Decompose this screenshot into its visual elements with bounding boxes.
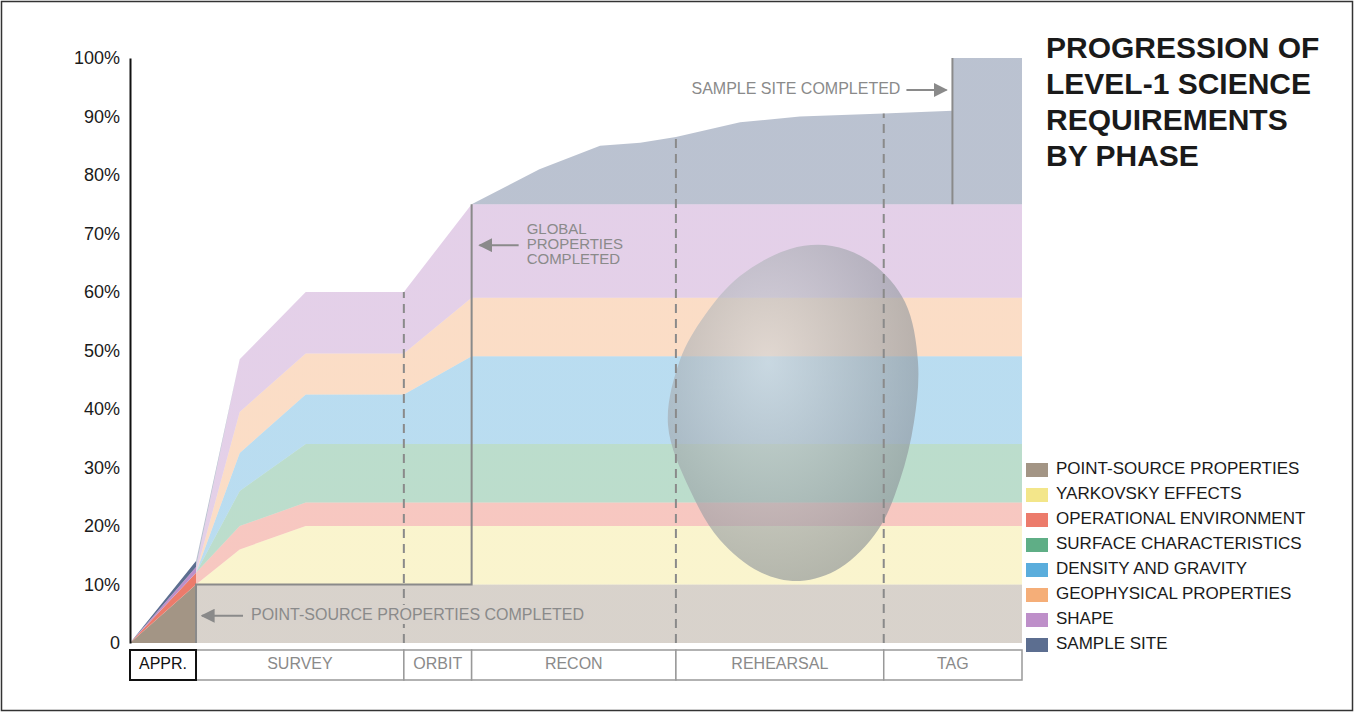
phase-cell — [884, 650, 1022, 680]
legend-swatch — [1026, 538, 1048, 552]
legend-swatch — [1026, 588, 1048, 602]
phase-label: RECON — [545, 655, 603, 672]
legend-swatch — [1026, 563, 1048, 577]
legend-swatch — [1026, 513, 1048, 527]
y-tick-label: 60% — [84, 282, 120, 302]
arrow — [906, 89, 946, 91]
y-tick: 70% — [84, 224, 130, 244]
y-tick: 90% — [84, 107, 130, 127]
chart-root: POINT-SOURCE PROPERTIES COMPLETEDGLOBALP… — [0, 0, 1354, 712]
phase-cell — [196, 650, 404, 680]
bracket — [196, 204, 472, 643]
phase-label: ORBIT — [413, 655, 462, 672]
legend-entry: SURFACE CHARACTERISTICS — [1026, 534, 1302, 553]
y-tick-label: 50% — [84, 341, 120, 361]
legend-swatch — [1026, 638, 1048, 652]
title-line: PROGRESSION OF — [1046, 31, 1319, 64]
phase: TAG — [884, 650, 1022, 680]
phase: REHEARSAL — [676, 650, 884, 680]
annotation: GLOBALPROPERTIESCOMPLETED — [527, 220, 623, 267]
legend: POINT-SOURCE PROPERTIES YARKOVSKY EFFECTS… — [1026, 459, 1305, 653]
area — [130, 503, 1022, 643]
phase-label: SURVEY — [267, 655, 333, 672]
y-tick-label: 20% — [84, 516, 120, 536]
title-line: LEVEL-1 SCIENCE — [1046, 67, 1311, 100]
legend-entry: SHAPE — [1026, 609, 1114, 628]
y-tick: 50% — [84, 341, 130, 361]
y-tick-label: 10% — [84, 575, 120, 595]
y-tick: 0 — [110, 633, 130, 653]
phase-cell — [404, 650, 472, 680]
annotation: SAMPLE SITE COMPLETED — [691, 80, 900, 97]
phase-cell — [676, 650, 884, 680]
y-tick-label: 90% — [84, 107, 120, 127]
legend-label: DENSITY AND GRAVITY — [1056, 559, 1247, 578]
phase: ORBIT — [404, 650, 472, 680]
y-tick: 30% — [84, 458, 130, 478]
phase: SURVEY — [196, 650, 404, 680]
area — [130, 585, 1022, 644]
y-tick-label: 40% — [84, 399, 120, 419]
label-patch — [248, 605, 587, 624]
y-tick-label: 70% — [84, 224, 120, 244]
legend-label: OPERATIONAL ENVIRONMENT — [1056, 509, 1305, 528]
phase-cell — [472, 650, 676, 680]
annotation: POINT-SOURCE PROPERTIES COMPLETED — [251, 606, 584, 623]
y-tick: 40% — [84, 399, 130, 419]
legend-label: SAMPLE SITE — [1056, 634, 1167, 653]
phase-label: APPR. — [139, 655, 187, 672]
phase-label: REHEARSAL — [731, 655, 828, 672]
annotation-line: COMPLETED — [527, 250, 621, 267]
phase-boundary — [883, 114, 885, 643]
asteroid — [668, 245, 919, 581]
phase-boundaries — [404, 114, 884, 643]
phase-axis: SURVEY ORBIT RECON REHEARSAL TAG APPR. — [130, 650, 1022, 680]
legend-swatch — [1026, 488, 1048, 502]
y-tick-label: 30% — [84, 458, 120, 478]
y-tick-label: 80% — [84, 165, 120, 185]
phase: APPR. — [130, 650, 196, 680]
y-tick-label: 0 — [110, 633, 120, 653]
arrow — [202, 615, 243, 617]
arrow — [480, 244, 519, 246]
marker-line — [951, 58, 953, 204]
legend-label: GEOPHYSICAL PROPERTIES — [1056, 584, 1291, 603]
phase-label: TAG — [937, 655, 969, 672]
legend-label: SURFACE CHARACTERISTICS — [1056, 534, 1302, 553]
legend-entry: YARKOVSKY EFFECTS — [1026, 484, 1241, 503]
legend-label: YARKOVSKY EFFECTS — [1056, 484, 1241, 503]
y-tick: 100% — [74, 48, 130, 68]
phase-boundary — [403, 292, 405, 643]
frame — [2, 2, 1353, 711]
legend-label: SHAPE — [1056, 609, 1114, 628]
legend-label: POINT-SOURCE PROPERTIES — [1056, 459, 1299, 478]
area — [130, 204, 1022, 643]
y-tick: 10% — [84, 575, 130, 595]
title-line: BY PHASE — [1046, 139, 1199, 172]
legend-entry: SAMPLE SITE — [1026, 634, 1167, 653]
legend-entry: OPERATIONAL ENVIRONMENT — [1026, 509, 1305, 528]
area — [130, 58, 1022, 643]
annotations: POINT-SOURCE PROPERTIES COMPLETED GLOBALP… — [196, 58, 952, 643]
phase-boundary — [675, 137, 677, 643]
phase-cell — [130, 650, 196, 680]
legend-entry: DENSITY AND GRAVITY — [1026, 559, 1247, 578]
y-tick: 80% — [84, 165, 130, 185]
y-tick: 60% — [84, 282, 130, 302]
phase: RECON — [472, 650, 676, 680]
y-tick: 20% — [84, 516, 130, 536]
legend-swatch — [1026, 463, 1048, 477]
y-tick-label: 100% — [74, 48, 120, 68]
y-axis-line — [130, 59, 132, 644]
areas — [130, 58, 1022, 643]
legend-swatch — [1026, 613, 1048, 627]
legend-entry: POINT-SOURCE PROPERTIES — [1026, 459, 1299, 478]
legend-entry: GEOPHYSICAL PROPERTIES — [1026, 584, 1291, 603]
y-axis: 0 10% 20% 30% 40% 50% 60% 70% 80% 90% 100% — [74, 48, 131, 653]
title-line: REQUIREMENTS — [1046, 103, 1288, 136]
title: PROGRESSION OFLEVEL-1 SCIENCEREQUIREMENT… — [1046, 31, 1319, 172]
